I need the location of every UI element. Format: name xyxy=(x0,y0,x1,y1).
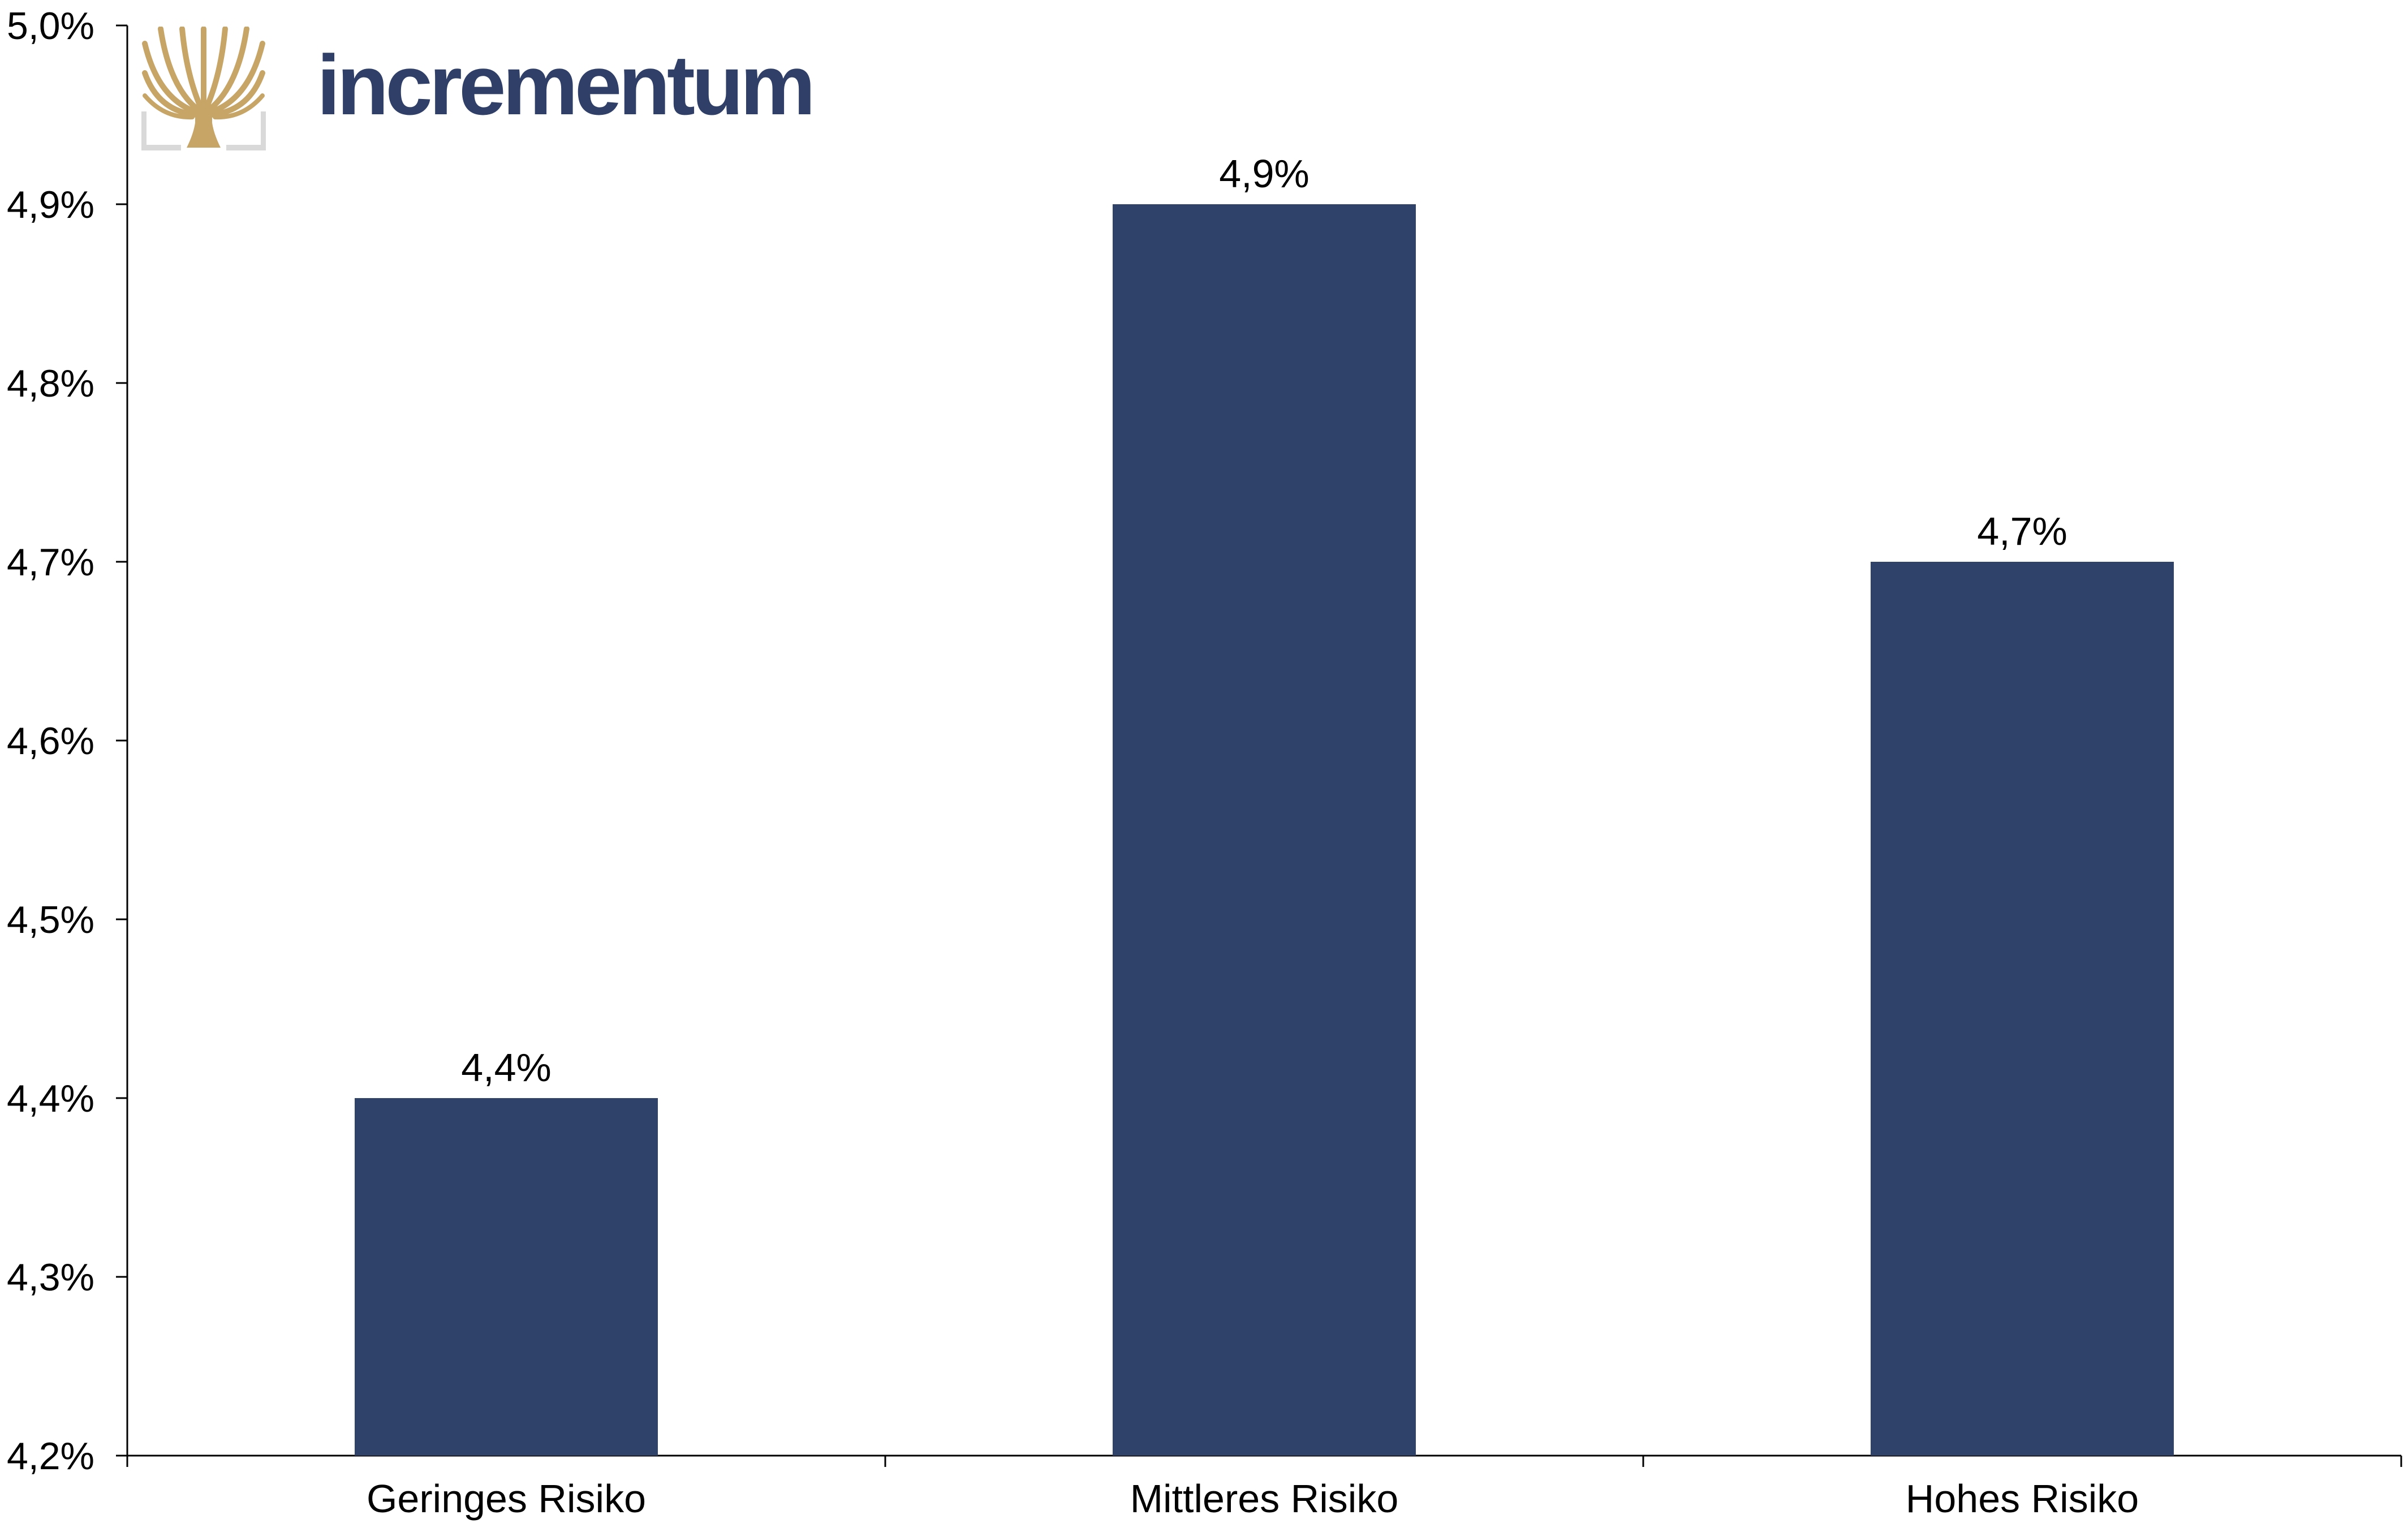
tree-icon xyxy=(141,27,266,150)
bar-mittleres-risiko xyxy=(1113,204,1416,1456)
data-label: 4,9% xyxy=(1219,152,1309,196)
bar-hohes-risiko xyxy=(1871,562,2174,1456)
brand-name: incrementum xyxy=(317,37,816,132)
x-category-label: Mittleres Risiko xyxy=(1130,1477,1399,1521)
bars xyxy=(355,204,2174,1456)
y-tick-label: 4,4% xyxy=(7,1077,94,1120)
labels: 4,2% 4,3% 4,4% 4,5% 4,6% 4,7% 4,8% 4,9% 5,0% 4,4%… xyxy=(7,5,2139,1521)
bar-geringes-risiko xyxy=(355,1098,658,1456)
y-tick-label: 4,8% xyxy=(7,362,94,405)
y-tick-label: 4,7% xyxy=(7,541,94,584)
y-tick-label: 4,2% xyxy=(7,1435,94,1478)
y-tick-label: 4,9% xyxy=(7,183,94,226)
incrementum-logo: incrementum xyxy=(141,24,816,154)
y-tick-label: 4,3% xyxy=(7,1256,94,1299)
y-tick-label: 4,6% xyxy=(7,720,94,763)
data-label: 4,4% xyxy=(461,1045,552,1090)
y-tick-label: 5,0% xyxy=(7,5,94,48)
y-tick-label: 4,5% xyxy=(7,898,94,941)
data-label: 4,7% xyxy=(1977,509,2067,553)
x-category-label: Geringes Risiko xyxy=(367,1477,646,1521)
x-category-label: Hohes Risiko xyxy=(1906,1477,2139,1521)
